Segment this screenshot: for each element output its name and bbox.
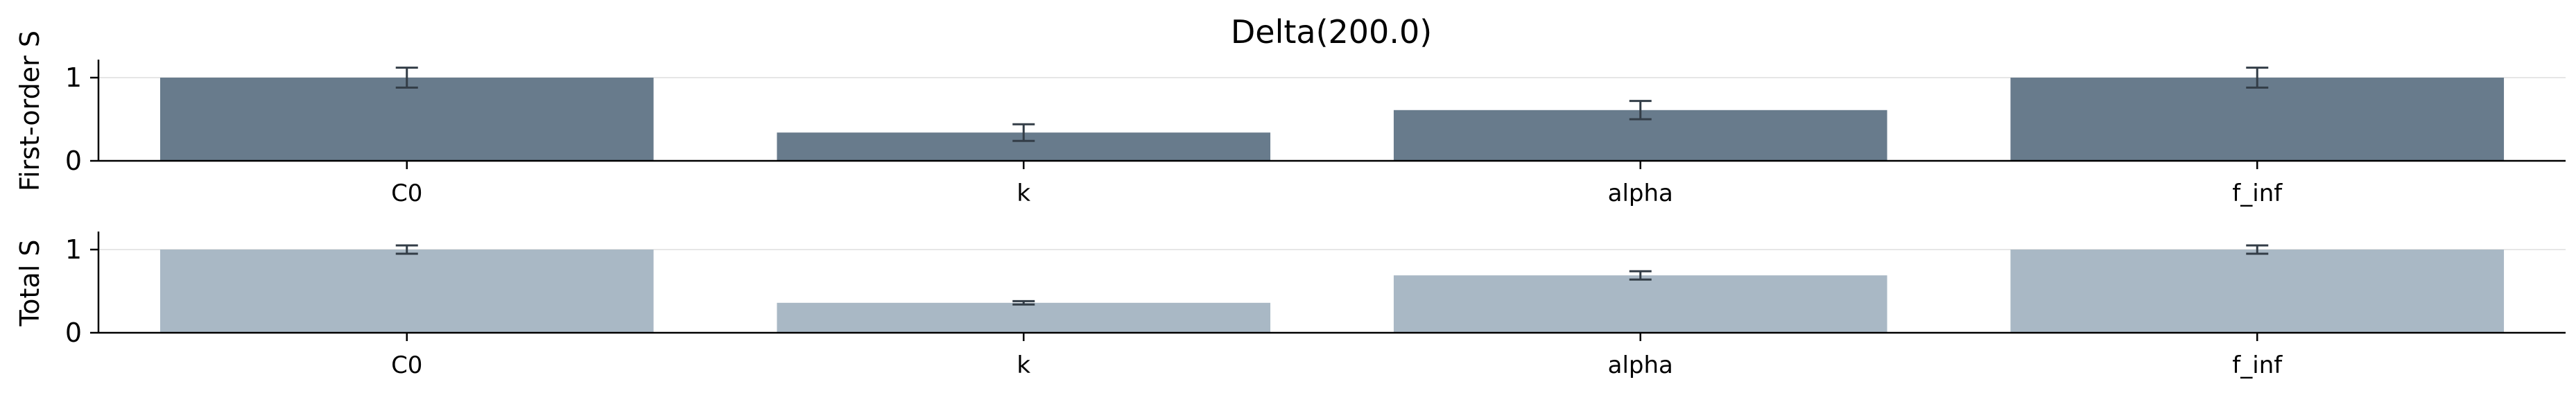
category-label-f_inf: f_inf [2232,180,2283,207]
error-bar-f_inf [2246,244,2269,255]
y-tick-label: 0 [65,146,82,176]
y-axis-label: First-order S [15,31,45,191]
bar-k [777,302,1271,333]
category-label-C0: C0 [391,351,422,379]
chart-title: Delta(200.0) [1231,13,1432,51]
category-label-C0: C0 [391,180,422,207]
y-axis-label: Total S [15,240,45,327]
first-order-panel: C0 k alpha f_inf 0 1 First-order S [15,31,2566,207]
error-bar-f_inf [2246,67,2269,89]
category-label-k: k [1017,351,1030,379]
error-bar-alpha [1629,270,1652,281]
bar-alpha [1393,275,1887,333]
bar-C0 [159,78,654,161]
y-tick-label: 0 [65,318,82,348]
error-bar-k [1012,123,1035,142]
category-label-alpha: alpha [1608,180,1673,207]
category-label-alpha: alpha [1608,351,1673,379]
error-bar-C0 [395,244,418,255]
error-bar-C0 [395,67,418,89]
total-panel: C0 k alpha f_inf 0 1 Total S [15,232,2566,379]
error-bar-alpha [1629,100,1652,121]
bar-f_inf [2010,250,2505,333]
category-label-k: k [1017,180,1030,207]
y-tick-label: 1 [65,62,82,93]
error-bar-k [1012,299,1035,306]
y-tick-label: 1 [65,234,82,265]
bar-f_inf [2010,78,2505,161]
bar-C0 [159,250,654,333]
category-label-f_inf: f_inf [2232,351,2283,379]
